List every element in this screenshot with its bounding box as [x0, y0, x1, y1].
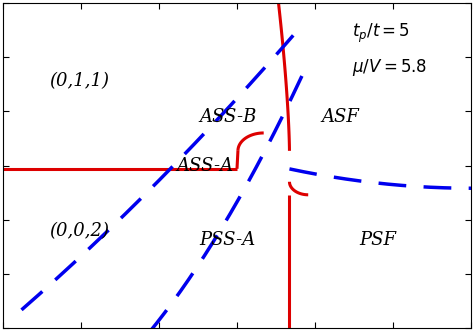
- Text: (0,0,2): (0,0,2): [50, 221, 109, 240]
- Text: ASS-B: ASS-B: [200, 108, 257, 126]
- Text: ASF: ASF: [321, 108, 359, 126]
- Text: (0,1,1): (0,1,1): [50, 72, 109, 90]
- Text: $\mu/V= 5.8$: $\mu/V= 5.8$: [352, 57, 427, 78]
- Text: $t_p/t= 5$: $t_p/t= 5$: [352, 22, 410, 45]
- Text: PSS-A: PSS-A: [200, 231, 256, 249]
- Text: ASS-A: ASS-A: [176, 157, 233, 174]
- Text: PSF: PSF: [359, 231, 396, 249]
